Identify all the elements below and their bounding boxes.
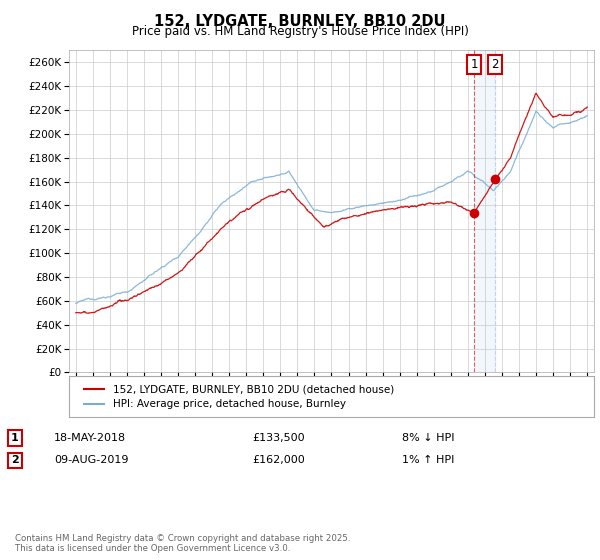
Text: 152, LYDGATE, BURNLEY, BB10 2DU: 152, LYDGATE, BURNLEY, BB10 2DU: [154, 14, 446, 29]
Text: 18-MAY-2018: 18-MAY-2018: [54, 433, 126, 443]
Text: 8% ↓ HPI: 8% ↓ HPI: [402, 433, 455, 443]
Text: 2: 2: [11, 455, 19, 465]
Text: 2: 2: [491, 58, 499, 71]
Legend: 152, LYDGATE, BURNLEY, BB10 2DU (detached house), HPI: Average price, detached h: 152, LYDGATE, BURNLEY, BB10 2DU (detache…: [79, 380, 398, 413]
Text: Price paid vs. HM Land Registry's House Price Index (HPI): Price paid vs. HM Land Registry's House …: [131, 25, 469, 38]
Bar: [474, 50, 495, 372]
Text: 09-AUG-2019: 09-AUG-2019: [54, 455, 128, 465]
Text: 1% ↑ HPI: 1% ↑ HPI: [402, 455, 454, 465]
Text: £133,500: £133,500: [252, 433, 305, 443]
Text: Contains HM Land Registry data © Crown copyright and database right 2025.
This d: Contains HM Land Registry data © Crown c…: [15, 534, 350, 553]
Text: £162,000: £162,000: [252, 455, 305, 465]
Text: 1: 1: [11, 433, 19, 443]
Text: 1: 1: [470, 58, 478, 71]
